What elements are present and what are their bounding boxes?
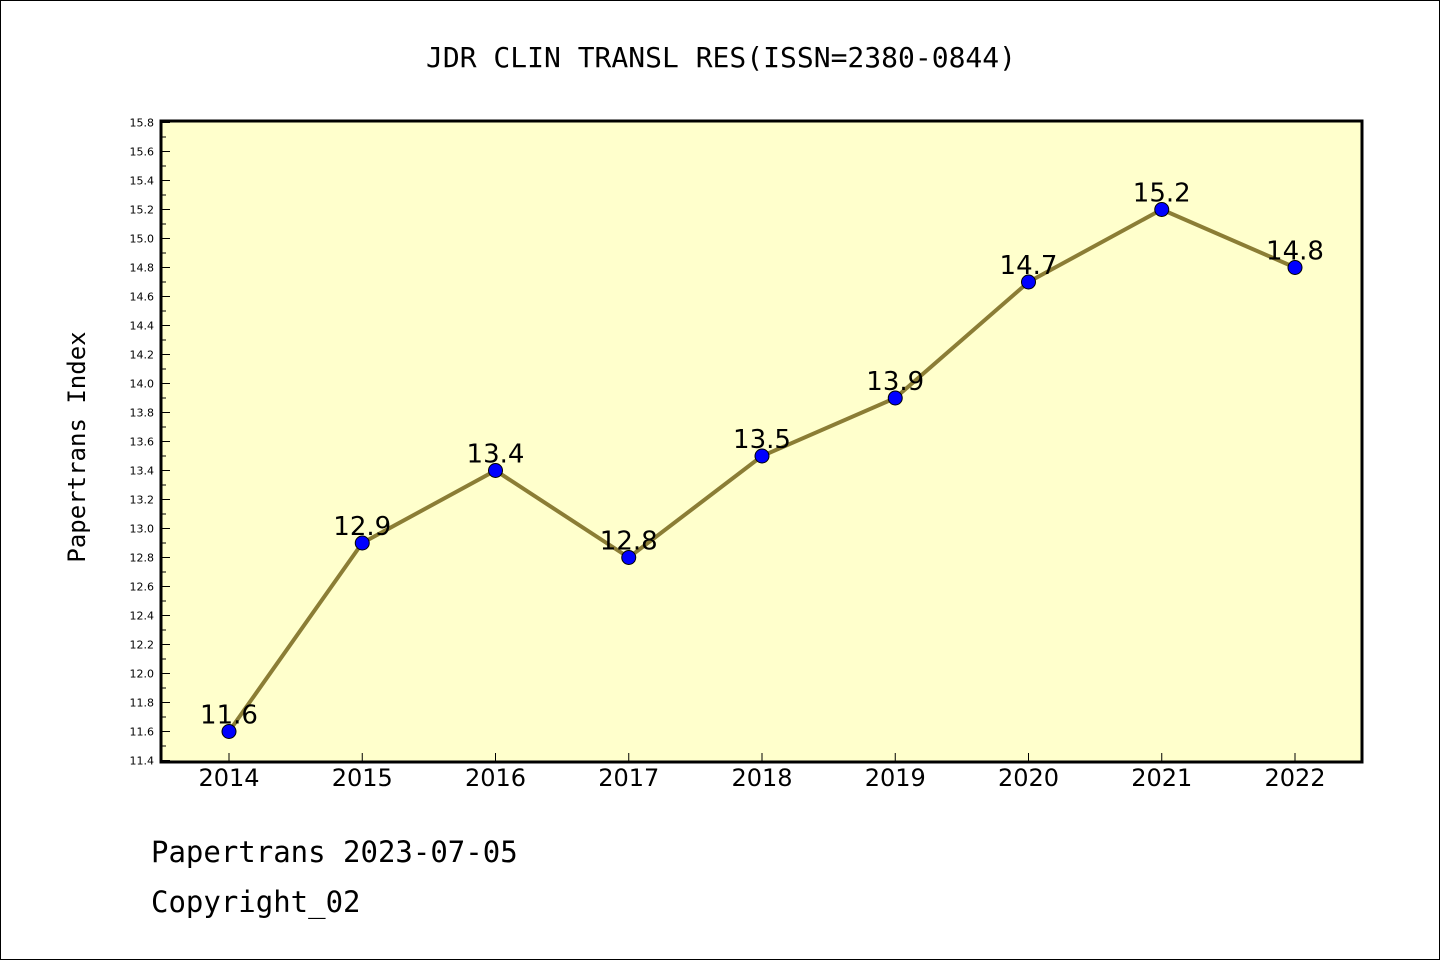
series-group (221, 202, 1303, 739)
y-tick-label: 13.4 (130, 465, 155, 478)
y-tick-label: 14.4 (130, 320, 155, 333)
x-tick-label: 2022 (1264, 764, 1325, 792)
plot-area (159, 119, 1364, 764)
data-label: 13.5 (733, 425, 791, 455)
data-point (488, 463, 503, 478)
chart-title: JDR CLIN TRANSL RES(ISSN=2380-0844) (426, 41, 1016, 74)
x-tick-label: 2019 (865, 764, 926, 792)
x-axis-ticks: 2014 2015 2016 2017 2018 2019 2020 2021 2022 (198, 753, 1326, 792)
x-tick-label: 2014 (198, 764, 259, 792)
x-tick-label: 2017 (598, 764, 659, 792)
data-labels: 11.6 12.9 13.4 12.8 13.5 13.9 14.7 15.2 14.8 (200, 179, 1324, 731)
y-tick-label: 12.6 (130, 581, 155, 594)
data-point (1154, 202, 1170, 217)
y-tick-label: 11.4 (130, 755, 155, 768)
y-tick-label: 13.6 (130, 436, 155, 449)
y-tick-label: 11.6 (130, 726, 155, 739)
y-tick-label: 14.0 (130, 378, 155, 391)
data-point (754, 448, 770, 464)
y-tick-label: 11.8 (130, 697, 155, 710)
x-tick-label: 2021 (1131, 764, 1192, 792)
y-axis-ticks: 11.4 11.6 11.8 12.0 12.2 12.4 12.6 12.8 13.0 13.2… (130, 117, 170, 768)
data-label: 11.6 (200, 701, 258, 731)
y-tick-label: 12.4 (130, 610, 155, 623)
footer-date-text: Papertrans 2023-07-05 (151, 835, 518, 869)
x-tick-label: 2020 (998, 764, 1059, 792)
y-tick-label: 13.2 (130, 494, 155, 507)
data-label: 12.9 (333, 512, 391, 542)
data-label: 15.2 (1133, 179, 1191, 209)
data-label: 13.9 (866, 367, 924, 397)
x-tick-label: 2015 (332, 764, 393, 792)
y-tick-label: 15.0 (130, 233, 155, 246)
y-tick-label: 15.8 (130, 117, 155, 130)
x-tick-label: 2018 (731, 764, 792, 792)
data-point (1287, 260, 1303, 275)
y-tick-label: 13.0 (130, 523, 155, 536)
y-tick-label: 13.8 (130, 407, 155, 420)
y-tick-label: 14.6 (130, 291, 155, 304)
data-label: 14.7 (1000, 251, 1058, 281)
data-point (354, 535, 370, 551)
y-tick-label: 14.2 (130, 349, 155, 362)
data-point (887, 390, 903, 406)
y-tick-label: 12.0 (130, 668, 155, 681)
y-tick-label: 12.8 (130, 552, 155, 565)
y-axis-label: Papertrans Index (63, 331, 91, 562)
data-point (221, 724, 237, 739)
y-tick-label: 15.2 (130, 204, 155, 217)
x-tick-label: 2016 (465, 764, 526, 792)
data-label: 12.8 (600, 527, 658, 557)
data-point (1021, 274, 1036, 290)
footer-copyright-text: Copyright_02 (151, 885, 361, 919)
y-tick-label: 12.2 (130, 639, 155, 652)
y-tick-label: 15.4 (130, 175, 155, 188)
y-tick-label: 15.6 (130, 146, 155, 159)
y-tick-label: 14.8 (130, 262, 155, 275)
data-point (621, 550, 637, 565)
data-label: 13.4 (467, 440, 525, 470)
data-label: 14.8 (1266, 237, 1324, 267)
